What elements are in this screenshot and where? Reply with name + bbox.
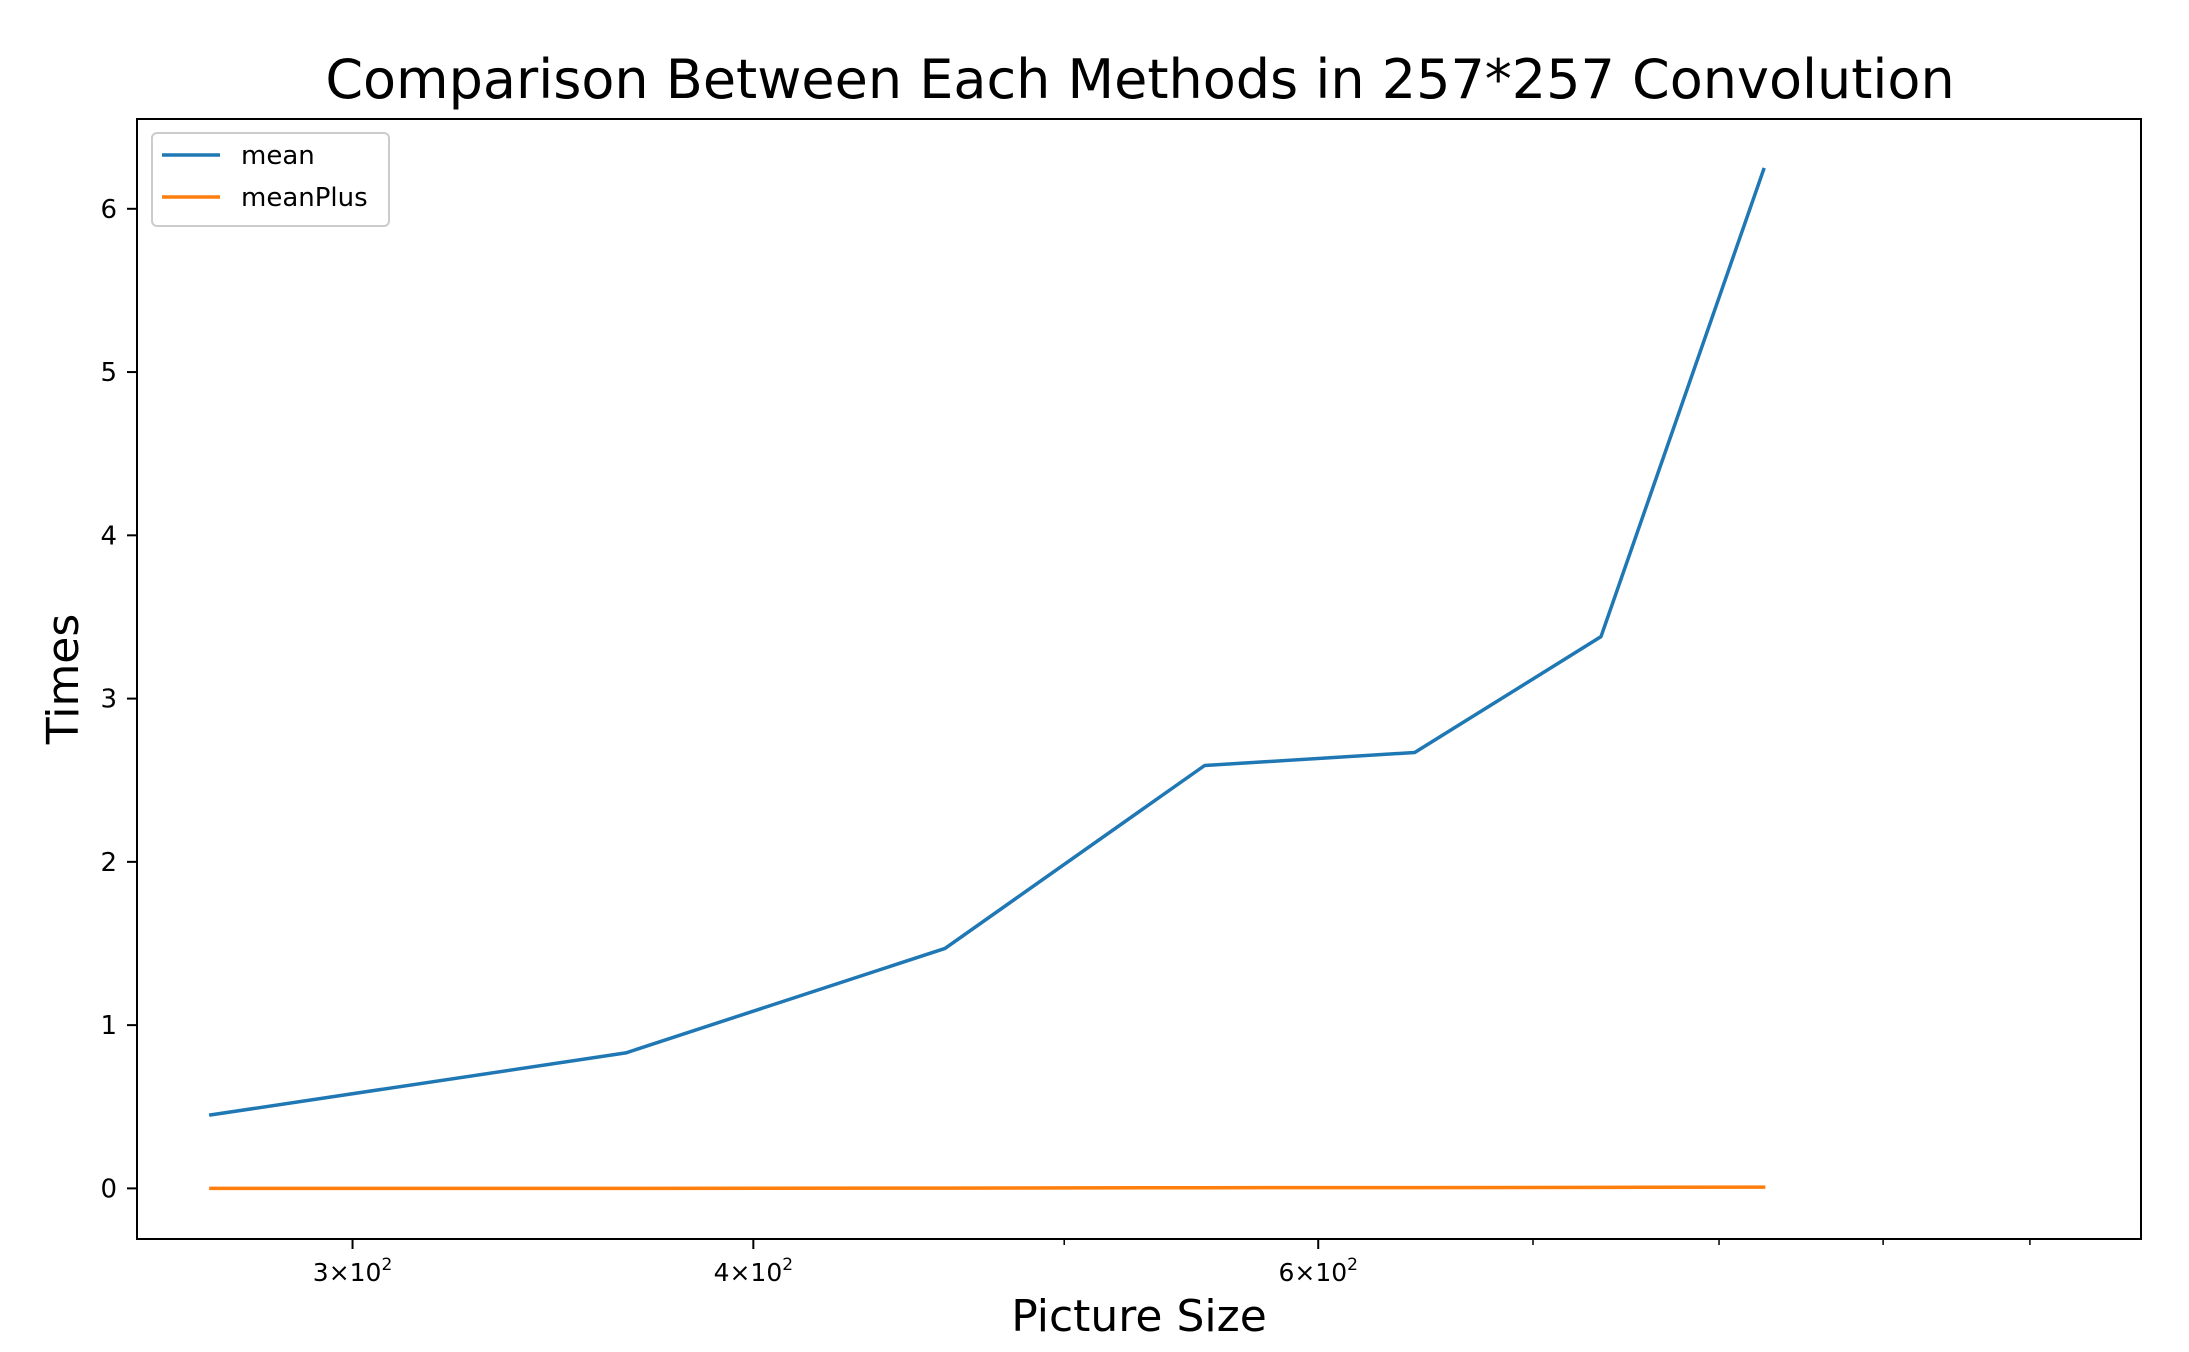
y-tick-label: 4 (100, 521, 117, 551)
x-tick-label: 3×102 (313, 1255, 393, 1287)
legend: mean meanPlus (151, 132, 390, 227)
y-tick-label: 2 (100, 848, 117, 878)
y-axis: 0 1 2 3 4 5 6 (100, 195, 137, 1204)
x-tick-label: 4×102 (714, 1255, 794, 1287)
y-tick-label: 1 (100, 1011, 117, 1041)
legend-label-mean: mean (241, 141, 315, 171)
series-line-meanPlus (209, 1185, 1766, 1191)
y-tick-label: 5 (100, 358, 117, 388)
chart-title: Comparison Between Each Methods in 257*2… (325, 48, 1954, 111)
x-axis: 3×102 4×102 6×102 (313, 1239, 2031, 1287)
plot-area (208, 167, 1766, 1191)
y-tick-label: 3 (100, 685, 117, 715)
y-tick-label: 0 (100, 1174, 117, 1204)
legend-label-meanPlus: meanPlus (241, 183, 368, 213)
plot-frame (136, 118, 2142, 1240)
x-axis-label: Picture Size (1011, 1291, 1267, 1342)
y-tick-label: 6 (100, 195, 117, 225)
x-tick-label: 6×102 (1278, 1255, 1358, 1287)
series-line-mean (208, 167, 1766, 1117)
y-axis-label: Times (38, 614, 89, 746)
